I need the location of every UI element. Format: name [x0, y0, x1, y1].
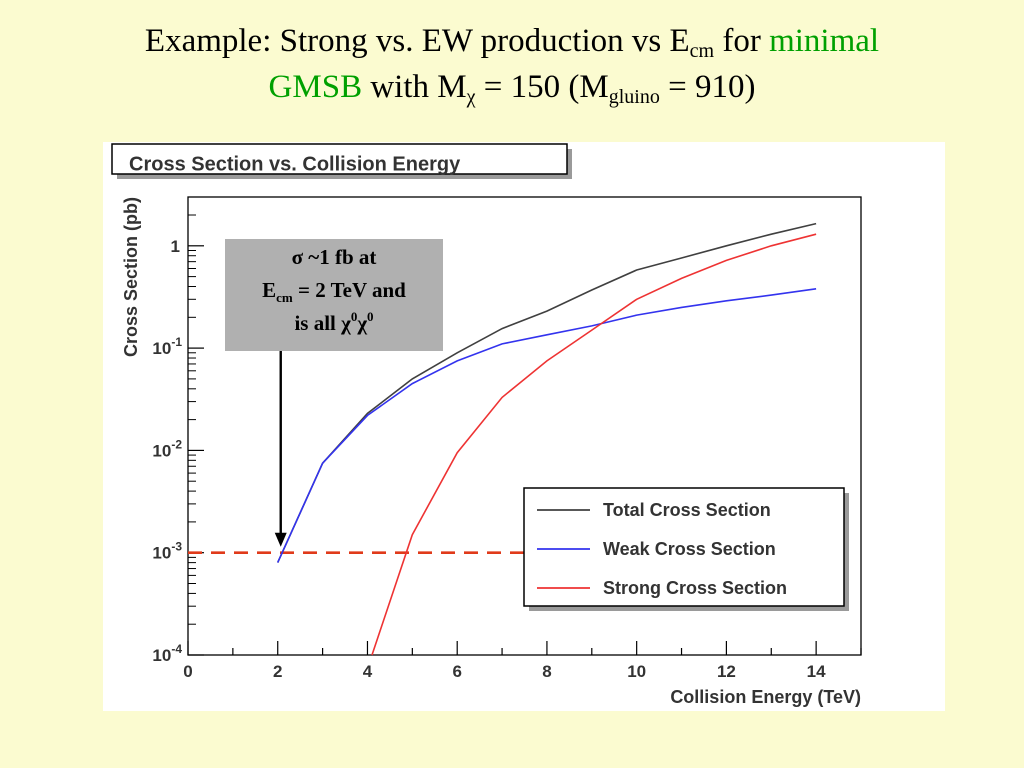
x-tick-label: 12: [717, 662, 736, 681]
slide-title-line1: Example: Strong vs. EW production vs Ecm…: [0, 18, 1024, 64]
series-line-weak-cross-section: [276, 288, 817, 563]
annotation-arrow: [274, 351, 287, 547]
annotation-line1: σ ~1 fb at: [292, 245, 377, 269]
title-text: with M: [362, 69, 467, 105]
annotation-box: [225, 239, 443, 351]
series-line-strong-cross-section: [371, 233, 817, 656]
y-tick-label: 10-1: [152, 335, 182, 358]
title-highlight: GMSB: [268, 69, 363, 105]
annotation-line2: Ecm = 2 TeV and: [262, 278, 406, 305]
y-tick-label: 10-4: [152, 642, 182, 665]
y-tick-label: 10-3: [152, 540, 182, 563]
y-tick-label: 10-2: [152, 437, 182, 460]
title-subscript: χ: [466, 86, 476, 108]
title-text: Example: Strong vs. EW production vs E: [144, 23, 690, 59]
title-subscript: cm: [689, 40, 715, 62]
chart-title: Cross Section vs. Collision Energy: [129, 153, 461, 175]
plot-frame: [187, 196, 862, 656]
annotation-line3: is all χ0χ0: [294, 309, 373, 335]
legend-label: Total Cross Section: [603, 500, 771, 520]
x-tick-label: 0: [183, 662, 192, 681]
title-subscript: gluino: [608, 86, 660, 108]
title-text: for: [714, 23, 770, 59]
slide-title: Example: Strong vs. EW production vs Ecm…: [0, 18, 1024, 110]
axes: 0 2 4 6 8 10 12 14 10-4 10-3 10-2 10-1 1 Collision En…: [121, 196, 862, 707]
x-tick-label: 8: [542, 662, 551, 681]
title-text: = 910): [659, 69, 756, 105]
x-tick-label: 14: [807, 662, 826, 681]
x-tick-label: 10: [627, 662, 646, 681]
arrow-head: [274, 532, 287, 547]
series-layer: [188, 222, 817, 656]
title-text: = 150 (M: [475, 69, 609, 105]
legend-label: Weak Cross Section: [603, 539, 776, 559]
x-axis-label: Collision Energy (TeV): [670, 687, 861, 707]
title-highlight: minimal: [769, 23, 880, 59]
x-tick-label: 4: [363, 662, 373, 681]
x-tick-label: 6: [452, 662, 461, 681]
legend: Total Cross Section Weak Cross Section Str…: [523, 487, 849, 611]
y-axis-label: Cross Section (pb): [121, 197, 141, 357]
cross-section-chart: Cross Section vs. Collision Energy 0 2 4 6 8…: [111, 143, 862, 707]
chart-title-box: Cross Section vs. Collision Energy: [111, 143, 572, 179]
y-tick-label: 1: [171, 237, 180, 256]
x-tick-label: 2: [273, 662, 282, 681]
slide-title-line2: GMSB with Mχ = 150 (Mgluino = 910): [0, 64, 1024, 110]
series-line-total-cross-section: [276, 222, 817, 563]
annotation: σ ~1 fb at Ecm = 2 TeV and is all χ0χ0: [225, 239, 443, 351]
plot-panel: Cross Section vs. Collision Energy 0 2 4 6 8…: [103, 142, 945, 711]
legend-label: Strong Cross Section: [603, 578, 787, 598]
